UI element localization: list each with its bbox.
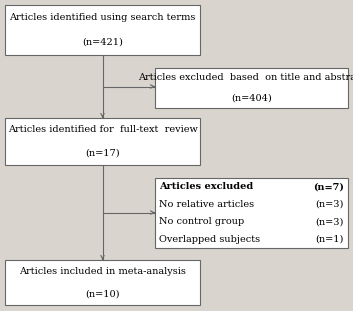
- Text: (n=10): (n=10): [85, 289, 120, 298]
- Text: (n=404): (n=404): [231, 94, 272, 103]
- Text: (n=421): (n=421): [82, 38, 123, 47]
- Text: Overlapped subjects: Overlapped subjects: [159, 235, 260, 244]
- Bar: [5, 260, 200, 305]
- Bar: [5, 118, 200, 165]
- Text: No control group: No control group: [159, 217, 244, 226]
- Text: Articles identified for  full-text  review: Articles identified for full-text review: [7, 125, 197, 134]
- Bar: [155, 68, 348, 108]
- Text: Articles included in meta-analysis: Articles included in meta-analysis: [19, 267, 186, 276]
- Text: (n=17): (n=17): [85, 149, 120, 158]
- Text: Articles identified using search terms: Articles identified using search terms: [9, 13, 196, 22]
- Text: Articles excluded: Articles excluded: [159, 182, 253, 191]
- Text: Articles excluded  based  on title and abstract: Articles excluded based on title and abs…: [138, 73, 353, 82]
- Bar: [5, 5, 200, 55]
- Text: (n=3): (n=3): [316, 200, 344, 209]
- Bar: [155, 178, 348, 248]
- Text: No relative articles: No relative articles: [159, 200, 254, 209]
- Text: (n=1): (n=1): [316, 235, 344, 244]
- Text: (n=7): (n=7): [313, 182, 344, 191]
- Text: (n=3): (n=3): [316, 217, 344, 226]
